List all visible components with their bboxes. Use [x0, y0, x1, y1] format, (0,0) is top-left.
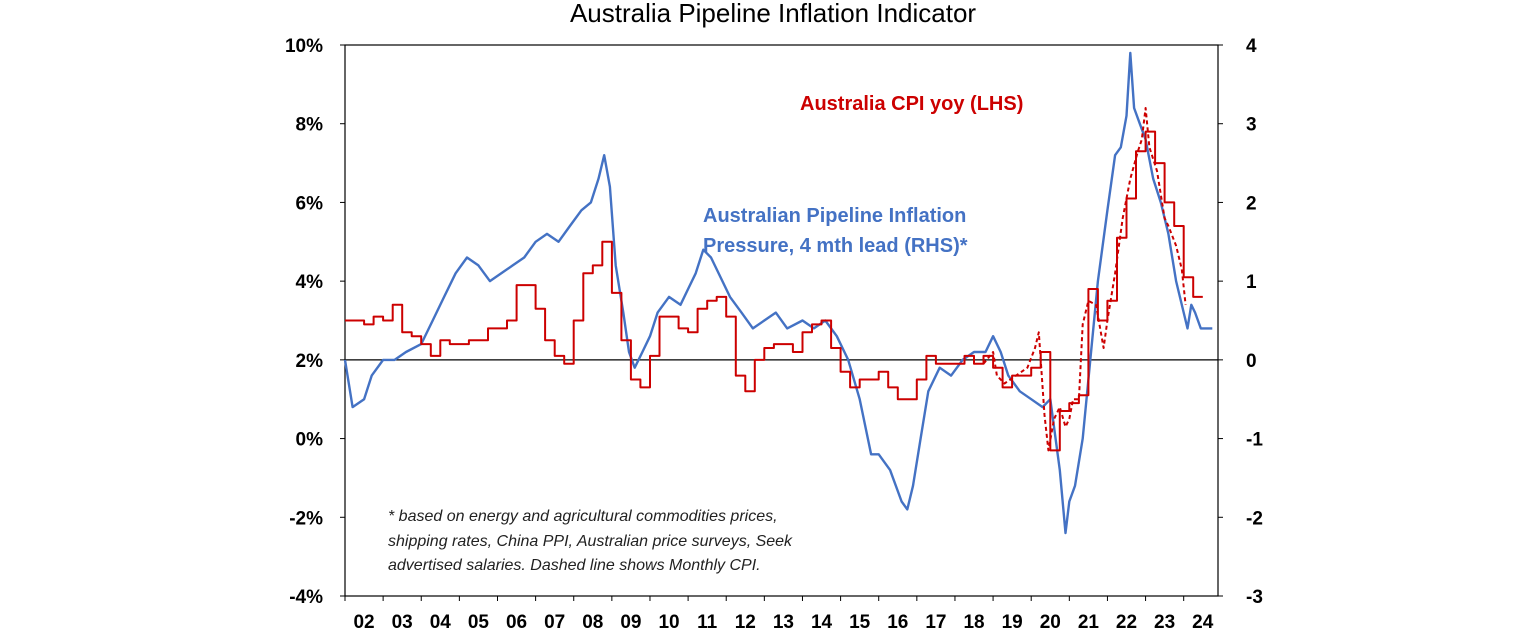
monthly-cpi-series-line: [982, 107, 1187, 452]
right-tick-label: -2: [1246, 508, 1263, 529]
cpi-series-label: Australia CPI yoy (LHS): [800, 93, 1023, 115]
x-tick-label: 07: [544, 612, 565, 633]
x-tick-label: 18: [963, 612, 984, 633]
left-tick-label: 10%: [285, 36, 323, 57]
right-axis: 4 3 2 1 0 -1 -2 -3: [1218, 36, 1263, 608]
x-tick-label: 13: [773, 612, 794, 633]
cpi-series-line: [345, 130, 1203, 452]
x-tick-label: 02: [353, 612, 374, 633]
x-tick-label: 12: [735, 612, 756, 633]
left-tick-label: -4%: [289, 587, 323, 608]
x-tick-label: 05: [468, 612, 490, 633]
right-tick-label: -3: [1246, 587, 1263, 608]
x-tick-label: 20: [1040, 612, 1061, 633]
right-tick-label: 3: [1246, 115, 1257, 136]
pipeline-series-label-line2: Pressure, 4 mth lead (RHS)*: [703, 235, 968, 257]
right-tick-label: 1: [1246, 272, 1257, 293]
x-tick-label: 21: [1078, 612, 1100, 633]
left-tick-label: 0%: [296, 430, 324, 451]
right-tick-label: 0: [1246, 351, 1257, 372]
x-tick-label: 15: [849, 612, 871, 633]
x-tick-label: 08: [582, 612, 603, 633]
left-tick-label: 2%: [296, 351, 324, 372]
footnote-line-1: * based on energy and agricultural commo…: [388, 508, 778, 525]
pipeline-series-label-line1: Australian Pipeline Inflation: [703, 205, 966, 227]
x-axis: 02 03 04 05 06 07 08 09 10 11 12 13 14 15 16 17 18 19 20 21…: [344, 596, 1214, 633]
left-tick-label: 8%: [296, 115, 324, 136]
right-tick-label: -1: [1246, 430, 1263, 451]
footnote-line-2: shipping rates, China PPI, Australian pr…: [388, 533, 793, 550]
x-tick-label: 22: [1116, 612, 1137, 633]
footnote-line-3: advertised salaries. Dashed line shows M…: [388, 557, 761, 574]
x-tick-label: 14: [811, 612, 833, 633]
series-layer: [343, 51, 1213, 535]
x-tick-label: 09: [620, 612, 641, 633]
x-tick-label: 06: [506, 612, 527, 633]
x-tick-label: 24: [1192, 612, 1214, 633]
x-tick-label: 11: [697, 612, 718, 633]
right-tick-label: 4: [1246, 36, 1257, 57]
left-tick-label: -2%: [289, 508, 323, 529]
left-axis: 10% 8% 6% 4% 2% 0% -2% -4%: [285, 36, 345, 608]
x-tick-label: 23: [1154, 612, 1175, 633]
pipeline-series-line: [343, 51, 1213, 535]
x-tick-label: 03: [392, 612, 413, 633]
left-tick-label: 6%: [296, 193, 324, 214]
right-tick-label: 2: [1246, 193, 1257, 214]
x-tick-label: 17: [925, 612, 946, 633]
x-tick-label: 16: [887, 612, 908, 633]
chart-title: Australia Pipeline Inflation Indicator: [570, 0, 976, 28]
left-tick-label: 4%: [296, 272, 324, 293]
x-tick-label: 19: [1002, 612, 1023, 633]
x-tick-label: 04: [430, 612, 452, 633]
x-tick-label: 10: [658, 612, 679, 633]
